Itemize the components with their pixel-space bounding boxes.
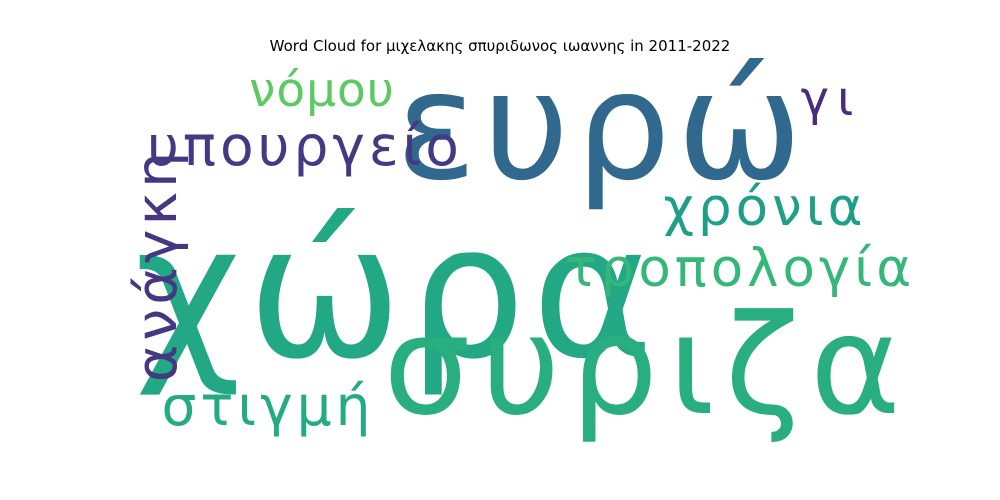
word-5: ανάγκη <box>124 148 190 382</box>
word-10: γι <box>801 71 862 127</box>
word-3: συριζα <box>383 285 911 446</box>
chart-title: Word Cloud for μιχελακης σπυριδωνος ιωαν… <box>269 37 731 55</box>
word-4: υπουργείο <box>147 114 463 178</box>
word-8: στιγμή <box>162 374 375 438</box>
word-9: νόμου <box>249 63 395 118</box>
word-6: τροπολογία <box>565 238 915 299</box>
word-7: χρόνια <box>663 177 866 238</box>
word-1: χώρα <box>134 184 659 400</box>
word-2: ευρώ <box>396 40 809 214</box>
